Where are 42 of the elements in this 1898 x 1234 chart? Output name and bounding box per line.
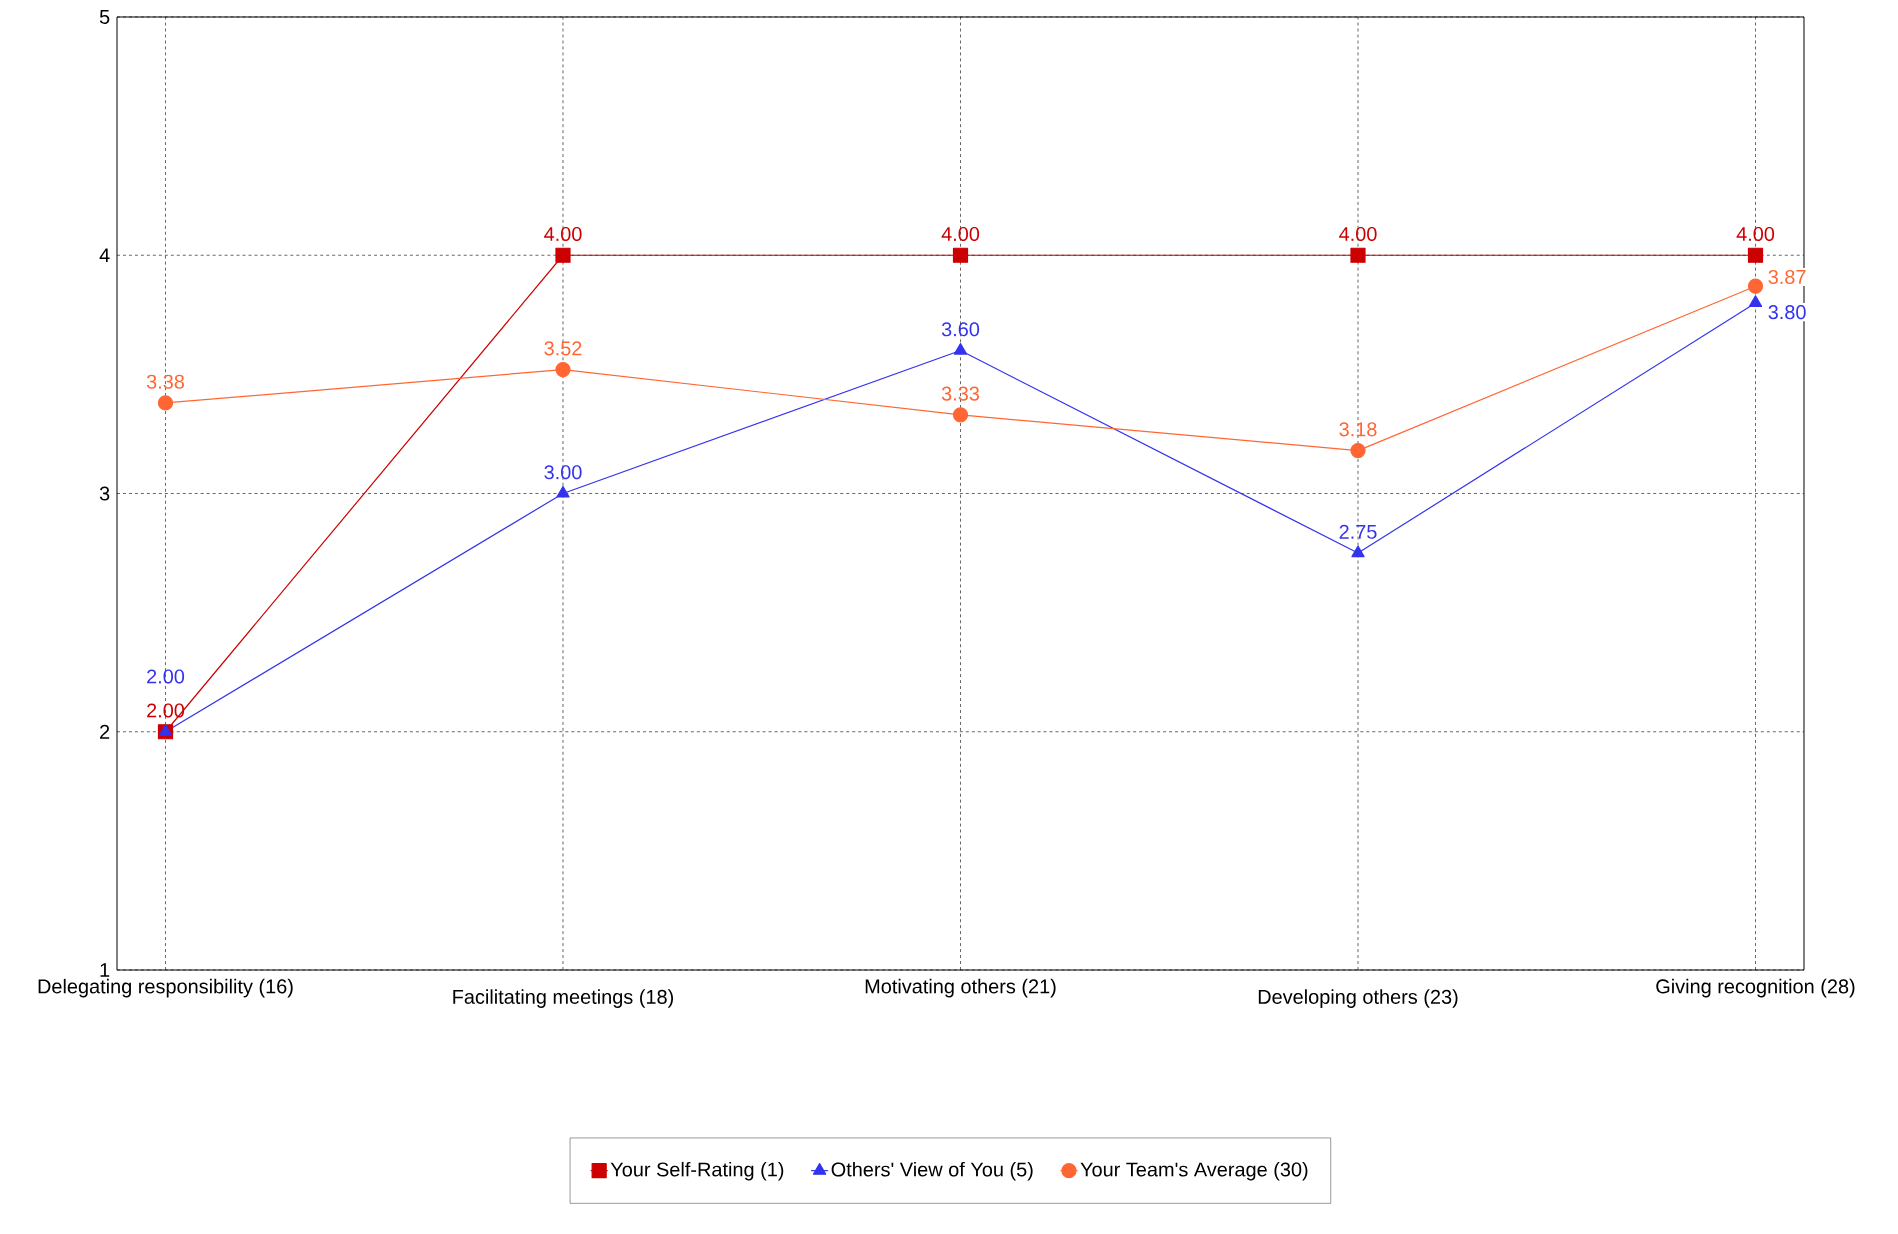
y-tick-label: 3 — [99, 486, 110, 501]
data-label: 3.33 — [941, 386, 980, 401]
x-tick-label: Motivating others (21) — [865, 978, 1056, 998]
data-label: 3.87 — [1768, 269, 1806, 285]
data-label: 3.38 — [146, 374, 185, 389]
point — [1747, 247, 1764, 263]
data-label: 4.00 — [544, 226, 582, 242]
y-tick-label: 4 — [99, 248, 110, 263]
data-label: 4.00 — [941, 226, 980, 242]
y-tick-label: 1 — [100, 963, 110, 977]
data-label: 3.18 — [1339, 422, 1377, 437]
data-label: 2.00 — [147, 703, 185, 718]
x-tick-label: Facilitating meetings (18) — [453, 989, 674, 1008]
data-label: 3.00 — [544, 465, 582, 480]
data-label: 2.75 — [1339, 524, 1377, 539]
point — [1350, 247, 1366, 263]
legend-label: Your Team's Average (30) — [1080, 1161, 1308, 1181]
point — [952, 407, 969, 423]
data-label: 4.00 — [1339, 226, 1377, 242]
legend-label: Others' View of You (5) — [831, 1161, 1033, 1181]
point — [555, 362, 571, 378]
data-label: 3.52 — [544, 341, 582, 356]
x-tick-label: Giving recognition (28) — [1656, 978, 1855, 998]
point — [1748, 295, 1763, 307]
data-label: 3.60 — [941, 322, 980, 337]
data-label: 3.80 — [1768, 305, 1806, 320]
point — [1350, 443, 1366, 459]
point — [157, 395, 174, 411]
point — [556, 485, 570, 498]
point — [952, 247, 969, 263]
legend-label: Your Self-Rating (1) — [610, 1161, 784, 1181]
data-label: 4.00 — [1736, 226, 1775, 242]
x-tick-label: Delegating responsibility (16) — [38, 978, 293, 998]
y-tick-label: 5 — [99, 10, 110, 24]
point — [1351, 545, 1365, 558]
point — [1747, 278, 1764, 294]
point — [158, 724, 173, 736]
point — [555, 247, 571, 263]
data-label: 2.00 — [147, 669, 185, 684]
point — [953, 342, 968, 355]
y-tick-label: 2 — [100, 724, 110, 739]
x-tick-label: Developing others (23) — [1258, 989, 1458, 1008]
